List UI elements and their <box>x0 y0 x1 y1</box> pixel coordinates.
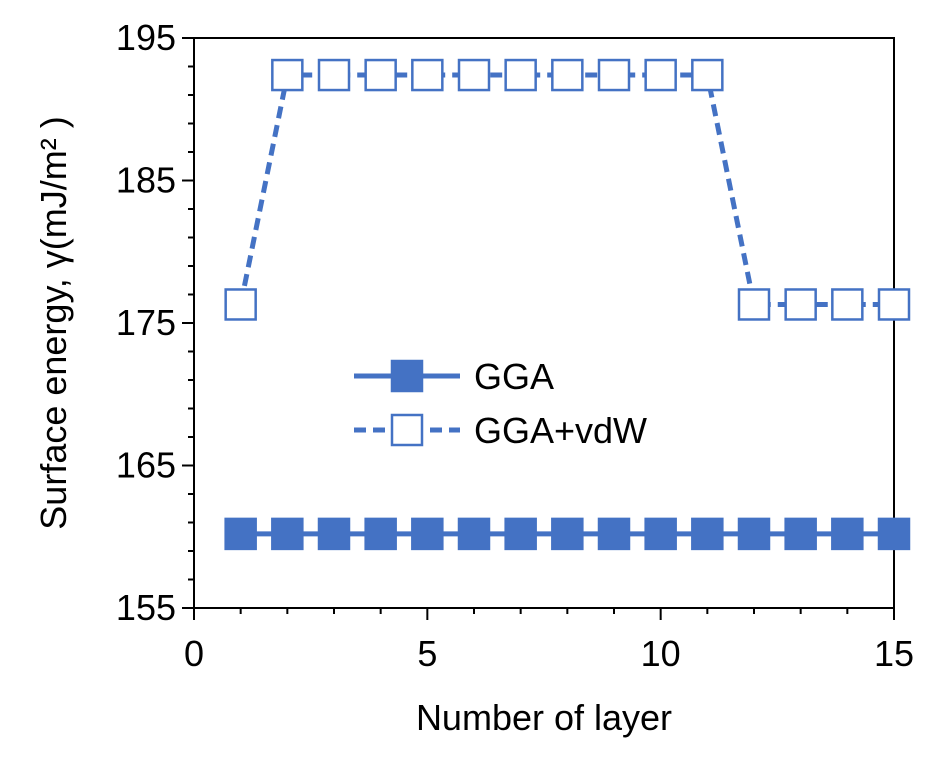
data-point <box>317 517 351 551</box>
data-point <box>411 58 444 92</box>
data-point <box>457 58 491 92</box>
data-point <box>831 288 864 321</box>
x-tick-label: 0 <box>184 633 204 674</box>
data-point <box>737 517 771 551</box>
data-point <box>504 517 537 551</box>
y-tick-label: 185 <box>116 160 176 201</box>
y-tick-label: 175 <box>116 302 176 343</box>
data-point <box>737 288 771 321</box>
series-line <box>238 72 894 307</box>
x-tick-label: 10 <box>641 633 681 674</box>
data-point <box>831 517 864 551</box>
legend-marker <box>390 413 424 447</box>
y-tick-label: 155 <box>116 587 176 628</box>
data-point <box>551 517 584 551</box>
data-point <box>597 58 631 92</box>
data-point <box>784 288 817 321</box>
legend-label: GGA <box>474 356 554 397</box>
x-axis-label: Number of layer <box>416 697 672 738</box>
data-point <box>644 517 677 551</box>
data-point <box>691 58 724 92</box>
series-1 <box>224 517 911 551</box>
series-layer <box>224 58 911 551</box>
data-point <box>271 58 304 92</box>
data-point <box>784 517 817 551</box>
legend-label: GGA+vdW <box>474 410 647 451</box>
x-tick-label: 15 <box>874 633 914 674</box>
series-2 <box>224 58 911 321</box>
data-point <box>271 517 304 551</box>
data-point <box>364 517 397 551</box>
data-point <box>691 517 724 551</box>
data-point <box>551 58 584 92</box>
data-point <box>224 288 257 321</box>
ticks: 155 165 175 185 195 0 5 10 15 <box>116 17 914 674</box>
legend-entry-1: GGA <box>354 356 554 397</box>
data-point <box>364 58 397 92</box>
data-point <box>597 517 631 551</box>
data-point <box>877 517 911 551</box>
legend-marker <box>390 359 424 393</box>
data-point <box>317 58 351 92</box>
legend: GGA GGA+vdW <box>354 356 647 451</box>
y-axis-label: Surface energy, γ(mJ/m² ) <box>33 116 74 529</box>
legend-entry-2: GGA+vdW <box>354 410 647 451</box>
data-point <box>877 288 911 321</box>
x-tick-label: 5 <box>417 633 437 674</box>
data-point <box>224 517 257 551</box>
data-point <box>411 517 444 551</box>
y-tick-label: 195 <box>116 17 176 58</box>
data-point <box>504 58 537 92</box>
data-point <box>644 58 677 92</box>
data-point <box>457 517 491 551</box>
y-tick-label: 165 <box>116 445 176 486</box>
